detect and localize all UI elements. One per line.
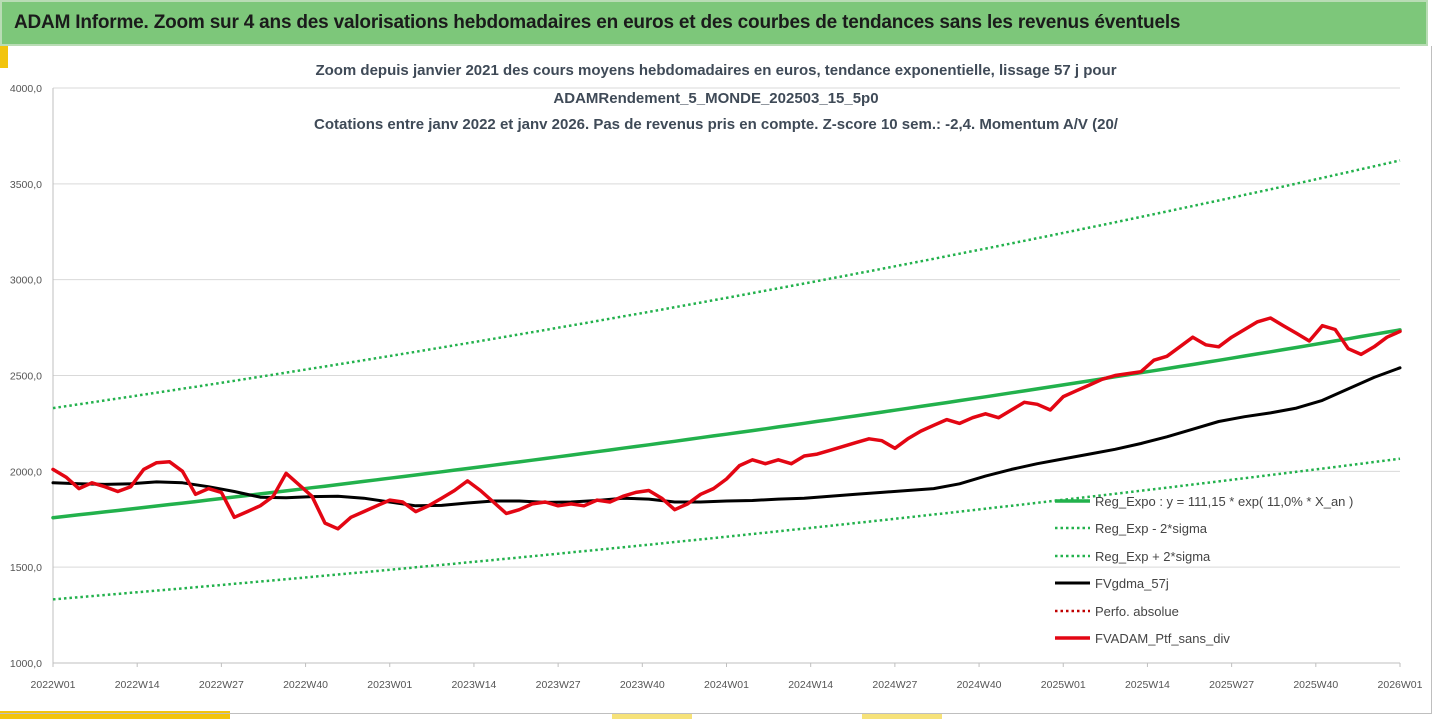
x-tick-label: 2024W01 — [704, 679, 749, 691]
report-header: ADAM Informe. Zoom sur 4 ans des valoris… — [0, 0, 1428, 46]
chart-legend: Reg_Expo : y = 111,15 * exp( 11,0% * X_a… — [1055, 494, 1353, 646]
accent-bar-bottom — [0, 711, 230, 719]
reg-exp-minus-2sigma-line — [52, 457, 1401, 601]
y-tick-label: 1500,0 — [10, 562, 42, 574]
x-tick-label: 2023W27 — [536, 679, 581, 691]
x-tick-label: 2025W27 — [1209, 679, 1254, 691]
x-tick-label: 2023W40 — [620, 679, 665, 691]
y-tick-label: 2500,0 — [10, 371, 42, 383]
fvgdma-57j-line — [51, 366, 1402, 508]
accent-bar-bottom-2 — [612, 713, 692, 719]
reg-expo-line — [51, 328, 1402, 520]
gridlines — [52, 87, 1400, 664]
x-axis-ticks: 2022W01 2022W14 2022W27 2022W40 2023W01 2023W… — [31, 663, 1423, 691]
chart-title-line-1: Zoom depuis janvier 2021 des cours moyen… — [315, 62, 1116, 79]
x-tick-label: 2024W14 — [788, 679, 833, 691]
x-tick-label: 2022W40 — [283, 679, 328, 691]
line-chart: Zoom depuis janvier 2021 des cours moyen… — [10, 62, 1423, 691]
x-tick-label: 2025W40 — [1293, 679, 1338, 691]
y-tick-label: 3000,0 — [10, 275, 42, 287]
x-tick-label: 2022W27 — [199, 679, 244, 691]
legend-label: FVADAM_Ptf_sans_div — [1095, 631, 1230, 646]
accent-bar-bottom-3 — [862, 713, 942, 719]
x-tick-label: 2025W01 — [1041, 679, 1086, 691]
fvadam-ptf-line — [51, 316, 1402, 531]
x-tick-label: 2025W14 — [1125, 679, 1170, 691]
y-axis-ticks: 4000,0 3500,0 3000,0 2500,0 2000,0 1500,0 1000… — [10, 83, 42, 670]
x-tick-label: 2022W01 — [31, 679, 76, 691]
reg-exp-plus-2sigma-line — [52, 159, 1401, 410]
x-tick-label: 2024W40 — [957, 679, 1002, 691]
x-tick-label: 2024W27 — [872, 679, 917, 691]
legend-label: Reg_Expo : y = 111,15 * exp( 11,0% * X_a… — [1095, 494, 1353, 509]
report-title: ADAM Informe. Zoom sur 4 ans des valoris… — [14, 12, 1181, 33]
chart-title-line-3: Cotations entre janv 2022 et janv 2026. … — [314, 116, 1119, 133]
chart-area: Zoom depuis janvier 2021 des cours moyen… — [0, 46, 1432, 714]
x-tick-label: 2023W01 — [367, 679, 412, 691]
chart-title-block: Zoom depuis janvier 2021 des cours moyen… — [314, 62, 1119, 133]
y-tick-label: 1000,0 — [10, 658, 42, 670]
y-tick-label: 2000,0 — [10, 466, 42, 478]
chart-title-line-2: ADAMRendement_5_MONDE_202503_15_5p0 — [553, 90, 878, 107]
series-group — [51, 159, 1402, 601]
legend-label: Perfo. absolue — [1095, 604, 1179, 619]
legend-label: Reg_Exp - 2*sigma — [1095, 521, 1208, 536]
x-tick-label: 2026W01 — [1378, 679, 1423, 691]
legend-label: Reg_Exp + 2*sigma — [1095, 549, 1211, 564]
y-tick-label: 3500,0 — [10, 179, 42, 191]
legend-label: FVgdma_57j — [1095, 576, 1169, 591]
x-tick-label: 2022W14 — [115, 679, 160, 691]
x-tick-label: 2023W14 — [451, 679, 496, 691]
accent-bar-left — [0, 46, 8, 68]
y-tick-label: 4000,0 — [10, 83, 42, 95]
